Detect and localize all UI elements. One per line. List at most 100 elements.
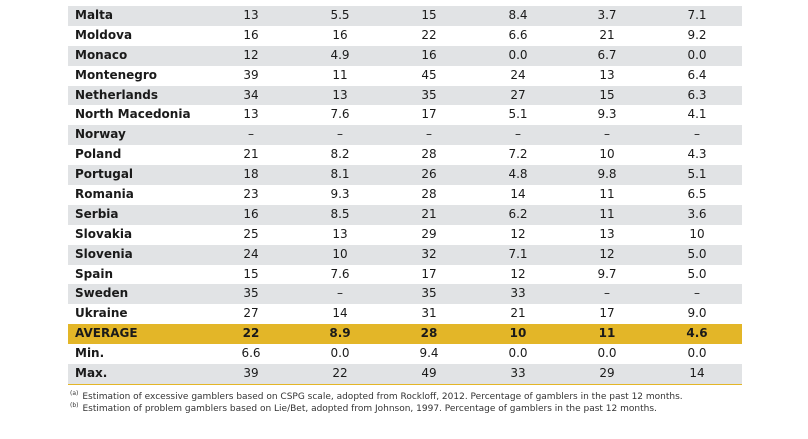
table-cell: 4.8 (508, 167, 528, 182)
table-cell: 24 (510, 67, 526, 82)
table-cell: 13 (332, 226, 348, 241)
table-cell: 22 (242, 326, 260, 341)
table-cell: 0.0 (687, 47, 707, 62)
table-bottom-rule (68, 384, 742, 385)
table-cell: 6.6 (508, 27, 528, 42)
table-cell: 29 (599, 366, 615, 381)
table-cell: 26 (421, 167, 437, 182)
row-label: North Macedonia (75, 107, 191, 122)
table-cell: 8.9 (329, 326, 351, 341)
table-cell: – (337, 127, 343, 142)
table-cell: 13 (243, 8, 259, 22)
table-cell: 17 (599, 306, 615, 321)
row-label: Ukraine (75, 306, 128, 321)
row-label: Monaco (75, 47, 128, 62)
footnote: (a) Estimation of excessive gamblers base… (70, 388, 683, 402)
table-cell: 35 (421, 87, 437, 102)
table-cell: – (515, 127, 521, 142)
table-cell: 28 (421, 187, 437, 202)
table-cell: 0.0 (330, 346, 350, 361)
table-cell: 4.6 (686, 326, 708, 341)
row-label: Max. (75, 366, 108, 381)
table-cell: 49 (421, 366, 437, 381)
table-cell: 39 (243, 366, 259, 381)
row-label: Malta (75, 8, 113, 22)
table-cell: 10 (689, 226, 705, 241)
row-label: AVERAGE (75, 326, 138, 341)
table-row: Sweden 35 – 35 33 – – (68, 284, 742, 305)
table-cell: 15 (421, 8, 437, 22)
table-cell: 4.9 (330, 47, 350, 62)
table-cell: 3.7 (597, 8, 617, 22)
table-row: Spain 15 7.6 17 12 9.7 5.0 (68, 265, 742, 285)
table-cell: 35 (243, 286, 259, 301)
table-cell: – (604, 127, 610, 142)
table-cell: 39 (243, 67, 259, 82)
table-cell: 11 (598, 326, 616, 341)
table-cell: 9.2 (687, 27, 707, 42)
table-cell: 32 (421, 246, 437, 261)
table-cell: 7.6 (330, 266, 350, 281)
table-row: Romania 23 9.3 28 14 11 6.5 (68, 185, 742, 205)
table-cell: 33 (510, 286, 526, 301)
table-cell: – (426, 127, 432, 142)
table-row: Netherlands 34 13 35 27 15 6.3 (68, 85, 742, 106)
table-cell: – (248, 127, 254, 142)
table-cell: 5.1 (508, 107, 528, 122)
table-cell: 16 (243, 206, 259, 221)
data-table: Malta 13 5.5 15 8.4 3.7 7.1 Moldova 16 16 22 6.6 21 9… (68, 6, 742, 384)
table-cell: 18 (243, 167, 259, 182)
table-cell: 12 (243, 47, 259, 62)
table-cell: 28 (420, 326, 438, 341)
table-cell: 21 (243, 147, 259, 162)
table-cell: 0.0 (508, 346, 528, 361)
table-cell: 10 (332, 246, 348, 261)
table-cell: 33 (510, 366, 526, 381)
table-cell: 13 (243, 107, 259, 122)
table-cell: 7.1 (508, 246, 528, 261)
table-cell: 16 (243, 27, 259, 42)
row-label: Romania (75, 187, 134, 202)
table-cell: 3.6 (687, 206, 707, 221)
footnote-text: Estimation of problem gamblers based on … (82, 404, 657, 414)
table-row: AVERAGE 22 8.9 28 10 11 4.6 (68, 324, 742, 345)
row-label: Norway (75, 127, 126, 142)
table-cell: 22 (421, 27, 437, 42)
row-label: Serbia (75, 206, 119, 221)
table-cell: 13 (332, 87, 348, 102)
table-cell: 9.7 (597, 266, 617, 281)
table-cell: 9.8 (597, 167, 617, 182)
table-cell: 16 (332, 27, 348, 42)
table-cell: 14 (510, 187, 526, 202)
table-row: Portugal 18 8.1 26 4.8 9.8 5.1 (68, 165, 742, 186)
table-row: Slovenia 24 10 32 7.1 12 5.0 (68, 244, 742, 265)
table-cell: 12 (599, 246, 615, 261)
table-cell: 10 (509, 326, 527, 341)
table-cell: 8.4 (508, 8, 528, 22)
table-cell: 9.3 (597, 107, 617, 122)
row-label: Spain (75, 266, 113, 281)
table-cell: 6.2 (508, 206, 528, 221)
table-cell: 7.1 (687, 8, 707, 22)
table-row: Norway – – – – – – (68, 125, 742, 146)
table-cell: 15 (599, 87, 615, 102)
table-cell: – (694, 127, 700, 142)
table-cell: 5.0 (687, 246, 707, 261)
table-cell: 14 (689, 366, 705, 381)
row-label: Slovakia (75, 226, 133, 241)
table-row: Ukraine 27 14 31 21 17 9.0 (68, 304, 742, 324)
table-cell: 14 (332, 306, 348, 321)
table-cell: 10 (599, 147, 615, 162)
table-cell: 29 (421, 226, 437, 241)
table-cell: 13 (599, 226, 615, 241)
table-cell: 0.0 (597, 346, 617, 361)
table-cell: – (337, 286, 343, 301)
table-cell: 13 (599, 67, 615, 82)
table-cell: 12 (510, 266, 526, 281)
table-cell: 21 (599, 27, 615, 42)
row-label: Poland (75, 147, 122, 162)
table-cell: 16 (421, 47, 437, 62)
table-cell: 7.2 (508, 147, 528, 162)
table-cell: 45 (421, 67, 437, 82)
